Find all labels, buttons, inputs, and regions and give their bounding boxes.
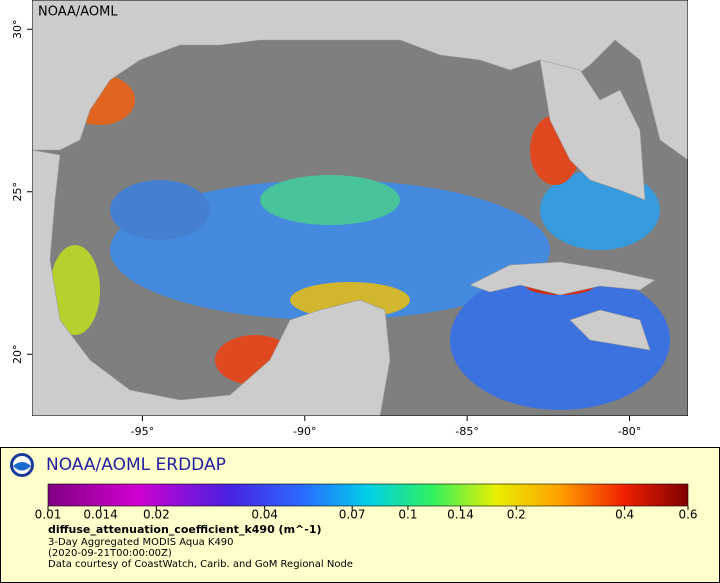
x-tick-label: -95°: [131, 425, 154, 438]
x-tick-label: -90°: [293, 425, 316, 438]
colorbar: [47, 483, 689, 507]
y-tick-label: 30°: [11, 20, 24, 40]
colorbar-tick-label: 0.014: [83, 508, 117, 522]
legend-panel: [0, 447, 720, 583]
logo: [10, 453, 34, 477]
legend-line: Data courtesy of CoastWatch, Carib. and …: [48, 559, 353, 570]
map: NOAA/AOML: [32, 0, 688, 416]
colorbar-tick-label: 0.14: [447, 508, 474, 522]
colorbar-tick-label: 0.4: [615, 508, 634, 522]
colorbar-tick-label: 0.02: [143, 508, 170, 522]
colorbar-tick-label: 0.07: [339, 508, 366, 522]
colorbar-tick-label: 0.1: [398, 508, 417, 522]
legend-title: NOAA/AOML ERDDAP: [46, 455, 226, 475]
legend-line: (2020-09-21T00:00:00Z): [48, 548, 172, 559]
y-tick-label: 20°: [11, 345, 24, 365]
data-field: [50, 75, 670, 410]
land: [32, 0, 688, 416]
x-tick-label: -80°: [618, 425, 641, 438]
variable-name: diffuse_attenuation_coefficient_k490 (m^…: [48, 523, 322, 536]
colorbar-tick-label: 0.6: [678, 508, 697, 522]
colorbar-tick-label: 0.04: [251, 508, 278, 522]
x-tick-label: -85°: [455, 425, 478, 438]
y-tick-label: 25°: [11, 182, 24, 202]
legend-line: 3-Day Aggregated MODIS Aqua K490: [48, 537, 234, 548]
map-label: NOAA/AOML: [38, 5, 118, 20]
colorbar-tick-label: 0.2: [507, 508, 526, 522]
colorbar-tick-label: 0.01: [35, 508, 62, 522]
